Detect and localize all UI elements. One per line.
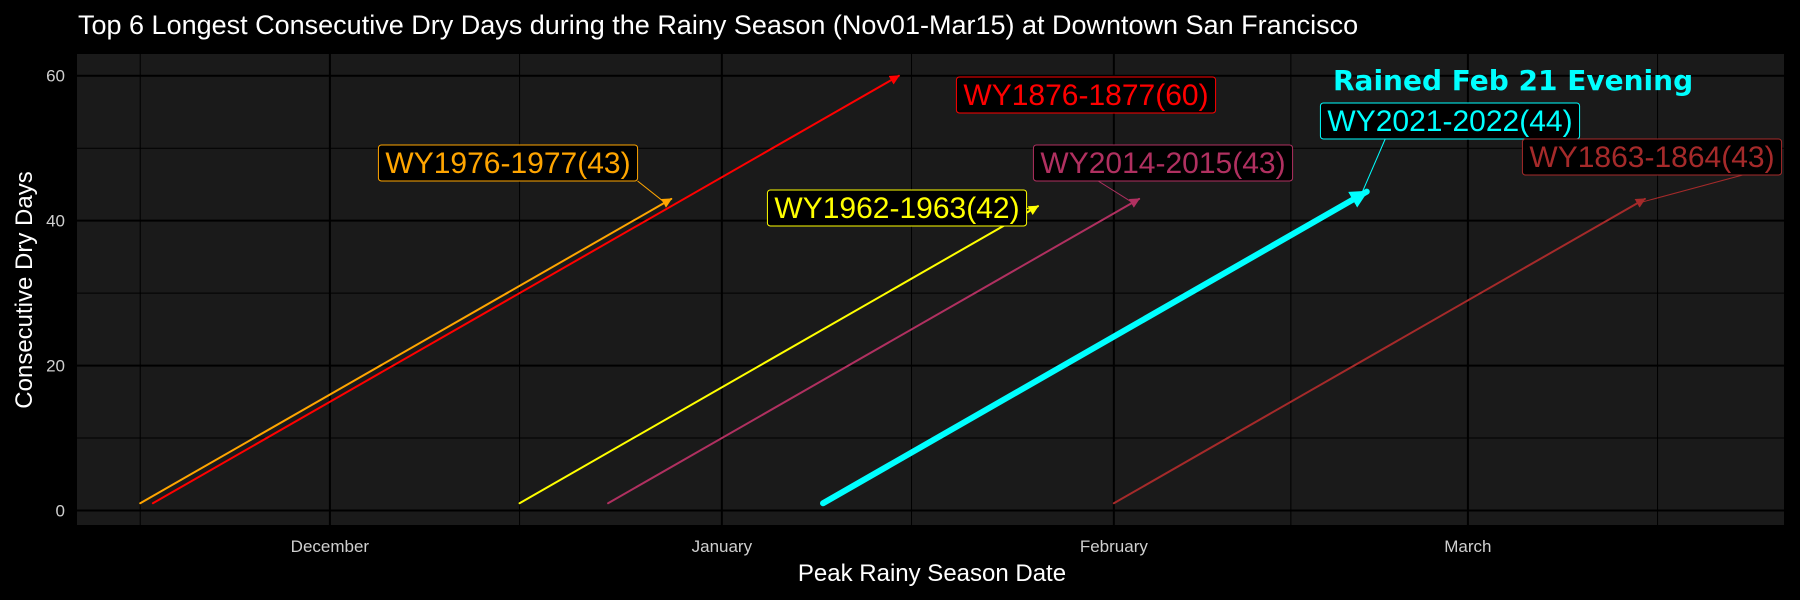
- series-line-wy1976-1977(43): [139, 197, 673, 505]
- series-line-wy1962-1963(42): [518, 205, 1039, 505]
- series-label-text: WY1976-1977(43): [385, 147, 630, 180]
- grid: [77, 54, 1784, 525]
- series-label-box: [1319, 102, 1581, 140]
- annotation-rained-feb-21: Rained Feb 21 Evening: [1333, 64, 1693, 97]
- series-label-box: [377, 144, 639, 182]
- series-label-box: [1521, 138, 1783, 176]
- y-tick-label: 20: [46, 357, 65, 376]
- series-label-leader: [1097, 180, 1134, 204]
- series-label-wy2014-2015(43): WY2014-2015(43): [1032, 144, 1294, 182]
- series-label-leader: [1026, 207, 1033, 211]
- x-tick-label: March: [1444, 537, 1491, 556]
- series-label-wy1876-1877(60): WY1876-1877(60): [955, 76, 1217, 114]
- series-label-leader: [1638, 174, 1743, 204]
- series-label-text: WY2014-2015(43): [1040, 147, 1285, 180]
- series-label-wy1962-1963(42): WY1962-1963(42): [766, 189, 1028, 227]
- x-tick-label: February: [1080, 537, 1149, 556]
- x-tick-label: January: [692, 537, 753, 556]
- series-line-wy2021-2022(44): [820, 188, 1370, 507]
- series-label-text: WY1962-1963(42): [774, 192, 1019, 225]
- label-layer: WY1976-1977(43) WY1876-1877(60) WY1962-196…: [377, 76, 1783, 227]
- series-label-wy2021-2022(44): WY2021-2022(44): [1319, 102, 1581, 140]
- series-label-box: [955, 76, 1217, 114]
- y-tick-label: 40: [46, 212, 65, 231]
- x-tick-label: December: [291, 537, 370, 556]
- y-axis-ticks: 0 20 40 60: [46, 67, 65, 521]
- chart-title: Top 6 Longest Consecutive Dry Days durin…: [78, 10, 1358, 40]
- series-label-text: WY1863-1864(43): [1529, 141, 1774, 174]
- series-label-text: WY2021-2022(44): [1327, 105, 1572, 138]
- series-layer: [139, 74, 1646, 507]
- series-label-wy1976-1977(43): WY1976-1977(43): [377, 144, 639, 182]
- series-label-text: WY1876-1877(60): [963, 79, 1208, 112]
- x-axis-title: Peak Rainy Season Date: [798, 560, 1066, 587]
- y-axis-title: Consecutive Dry Days: [11, 171, 38, 408]
- series-label-leader: [637, 180, 666, 204]
- series-line-wy2014-2015(43): [607, 197, 1141, 505]
- series-line-wy1876-1877(60): [151, 74, 900, 505]
- y-tick-label: 60: [46, 67, 65, 86]
- x-axis-ticks: December January February March: [291, 537, 1492, 556]
- y-tick-label: 0: [56, 502, 65, 521]
- series-label-leader: [1360, 138, 1386, 196]
- series-line-wy1863-1864(43): [1112, 197, 1646, 505]
- series-label-box: [1032, 144, 1294, 182]
- series-label-wy1863-1864(43): WY1863-1864(43): [1521, 138, 1783, 176]
